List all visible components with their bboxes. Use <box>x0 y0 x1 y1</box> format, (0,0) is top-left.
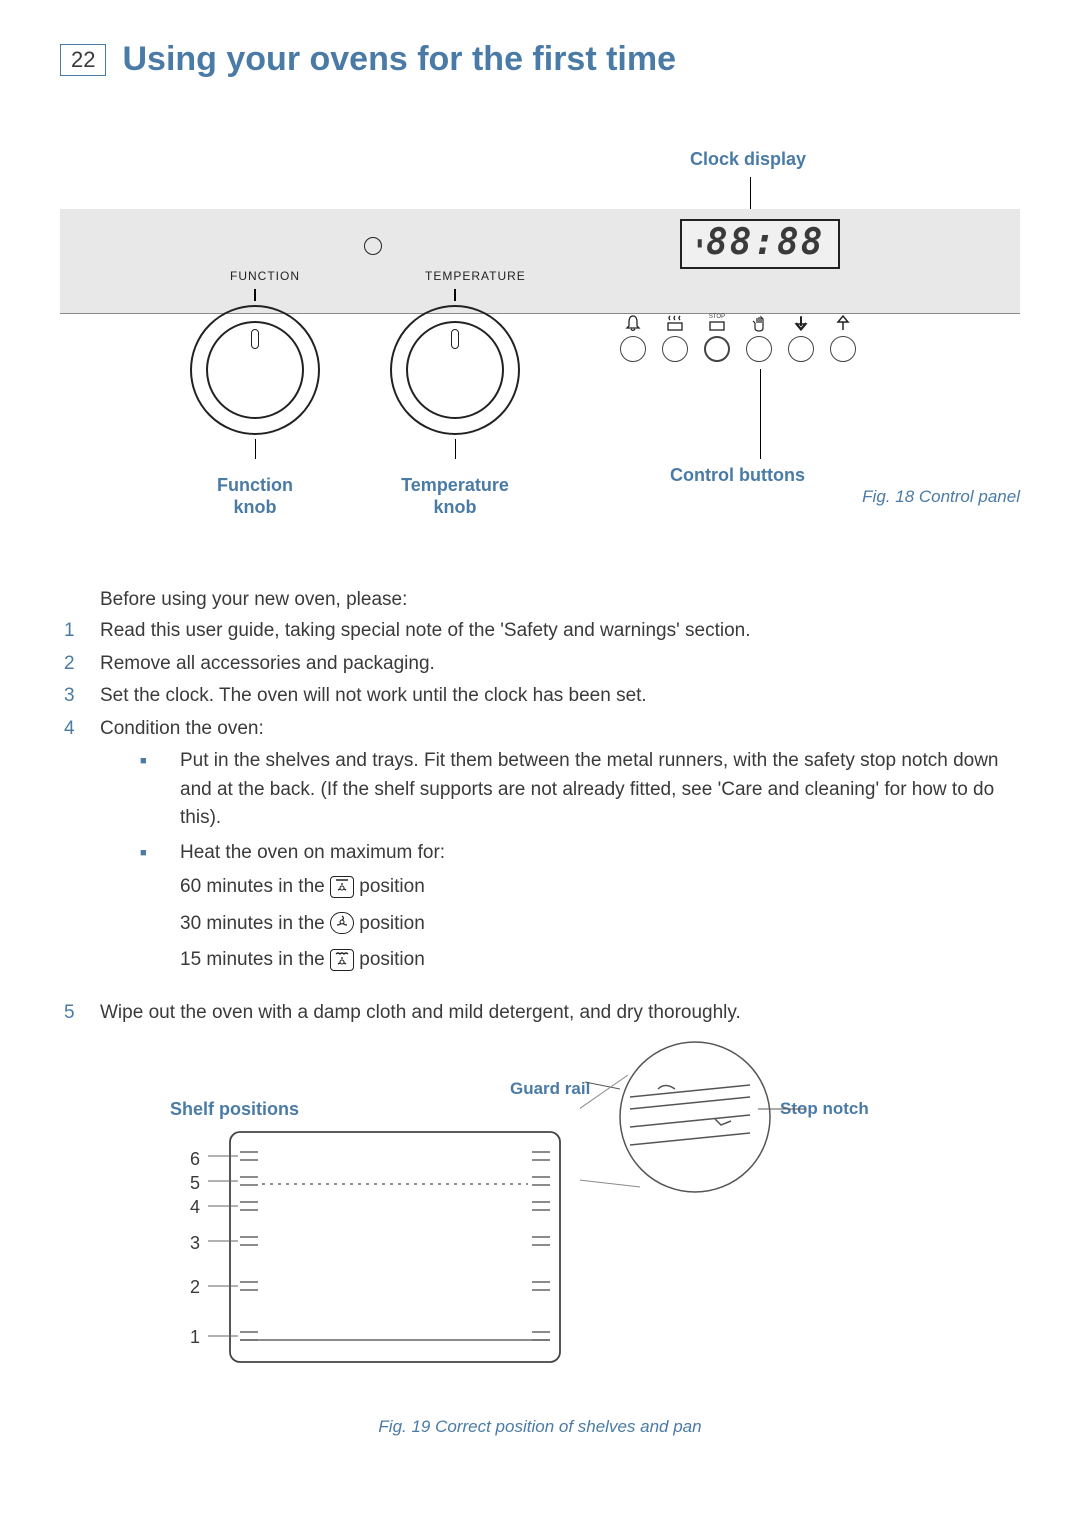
shelf-num-2: 2 <box>190 1277 200 1298</box>
control-buttons-label: Control buttons <box>670 465 805 486</box>
shelf-num-4: 4 <box>190 1197 200 1218</box>
stop-button: STOP <box>704 314 730 362</box>
down-button <box>788 314 814 362</box>
page-number-box: 22 <box>60 44 106 76</box>
timing-60-suffix: position <box>359 876 425 897</box>
timing-60: 60 minutes in the position <box>180 873 1020 902</box>
clock-display-label: Clock display <box>690 149 806 170</box>
warm-button <box>662 314 688 362</box>
timing-30-prefix: 30 minutes in the <box>180 913 330 934</box>
stop-icon: STOP <box>706 314 728 332</box>
oven-diagram <box>180 1122 610 1382</box>
fan-icon <box>330 912 354 934</box>
figure-19-shelf-positions: Shelf positions Guard rail Stop notch <box>60 1057 1020 1437</box>
fan-bake-icon <box>330 876 354 898</box>
page-title: Using your ovens for the first time <box>122 40 676 79</box>
shelf-num-1: 1 <box>190 1327 200 1348</box>
function-knob <box>190 305 320 435</box>
clock-value: 88:88 <box>706 222 824 263</box>
grill-icon <box>330 949 354 971</box>
figure-19-caption: Fig. 19 Correct position of shelves and … <box>60 1417 1020 1437</box>
timing-30-suffix: position <box>359 913 425 934</box>
figure-18-control-panel: Clock display FUNCTION TEMPERATURE ▮88:8… <box>60 149 1020 549</box>
step-4-text: Condition the oven: <box>100 718 264 739</box>
temperature-knob <box>390 305 520 435</box>
step-4: Condition the oven: Put in the shelves a… <box>60 715 1020 975</box>
shelf-num-5: 5 <box>190 1173 200 1194</box>
down-arrow-icon <box>790 314 812 332</box>
sub-bullet-1: Put in the shelves and trays. Fit them b… <box>140 747 1020 833</box>
temperature-label: TEMPERATURE <box>425 269 526 283</box>
sub-bullets: Put in the shelves and trays. Fit them b… <box>140 747 1020 867</box>
knob-row: Functionknob Temperatureknob <box>60 289 1020 489</box>
indicator-light-icon <box>364 237 382 255</box>
figure-18-caption: Fig. 18 Control panel <box>862 487 1020 507</box>
step-3: Set the clock. The oven will not work un… <box>60 682 1020 711</box>
timing-15: 15 minutes in the position <box>180 946 1020 975</box>
step-1: Read this user guide, taking special not… <box>60 617 1020 646</box>
timing-60-prefix: 60 minutes in the <box>180 876 330 897</box>
intro-text: Before using your new oven, please: <box>100 589 1020 611</box>
shelf-zoom-diagram <box>580 1027 810 1227</box>
clock-display: ▮88:88 <box>680 219 840 269</box>
warm-icon <box>664 314 686 332</box>
timing-30: 30 minutes in the position <box>180 910 1020 939</box>
steps-list: Read this user guide, taking special not… <box>60 617 1020 1027</box>
function-knob-caption: Functionknob <box>190 475 320 518</box>
timing-15-suffix: position <box>359 949 425 970</box>
control-buttons-row: STOP <box>620 314 856 362</box>
up-button <box>830 314 856 362</box>
shelf-num-3: 3 <box>190 1233 200 1254</box>
bell-icon <box>622 314 644 332</box>
function-label: FUNCTION <box>230 269 300 283</box>
page-header: 22 Using your ovens for the first time <box>60 40 1020 79</box>
guard-rail-label: Guard rail <box>510 1079 590 1099</box>
control-leader-line <box>760 369 761 459</box>
step-2: Remove all accessories and packaging. <box>60 650 1020 679</box>
sub-bullet-2: Heat the oven on maximum for: <box>140 839 1020 868</box>
timing-15-prefix: 15 minutes in the <box>180 949 330 970</box>
step-5: Wipe out the oven with a damp cloth and … <box>60 999 1020 1028</box>
hand-icon <box>748 314 770 332</box>
manual-button <box>746 314 772 362</box>
up-arrow-icon <box>832 314 854 332</box>
shelf-positions-label: Shelf positions <box>170 1099 299 1120</box>
shelf-num-6: 6 <box>190 1149 200 1170</box>
timer-button <box>620 314 646 362</box>
temperature-knob-caption: Temperatureknob <box>390 475 520 518</box>
